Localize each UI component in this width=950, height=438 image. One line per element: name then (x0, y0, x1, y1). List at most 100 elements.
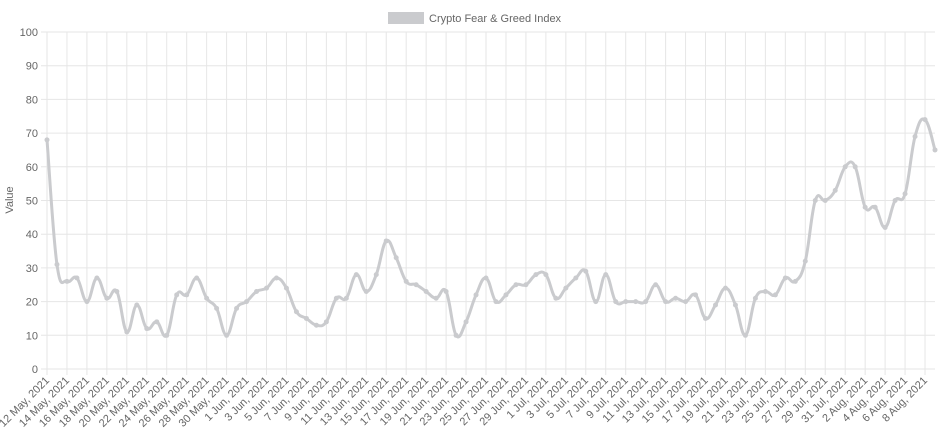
y-tick-label: 40 (26, 229, 38, 241)
data-point (313, 322, 319, 328)
data-point (563, 285, 569, 291)
data-point (74, 275, 80, 281)
data-point (443, 288, 449, 294)
data-point (433, 295, 439, 301)
y-tick-label: 100 (20, 27, 38, 39)
data-point (503, 292, 509, 298)
data-point (603, 272, 609, 278)
data-point (633, 299, 639, 305)
data-point (812, 198, 818, 203)
data-point (693, 292, 699, 298)
data-point (303, 315, 309, 321)
data-point (513, 282, 519, 288)
data-point (623, 299, 629, 305)
data-point (293, 309, 299, 315)
data-point (273, 275, 279, 281)
data-point (583, 268, 589, 274)
data-point (44, 137, 50, 143)
data-point (543, 272, 549, 278)
data-point (244, 299, 250, 305)
data-point (174, 292, 180, 298)
data-point (703, 315, 709, 321)
data-point (333, 295, 339, 301)
data-point (553, 295, 559, 301)
data-point (84, 299, 90, 305)
y-tick-label: 60 (26, 162, 38, 174)
data-point (742, 332, 748, 338)
data-point (343, 295, 349, 301)
data-point (663, 299, 669, 305)
data-point (802, 258, 808, 264)
y-tick-label: 80 (26, 94, 38, 106)
data-point (523, 282, 529, 288)
data-point (683, 299, 689, 305)
data-point (573, 275, 579, 281)
data-point (134, 302, 140, 308)
data-point (164, 332, 170, 338)
data-point (393, 255, 399, 261)
data-point (154, 319, 160, 325)
data-point (842, 164, 848, 170)
data-point (673, 295, 679, 301)
data-point (533, 272, 539, 278)
legend-swatch (388, 12, 424, 24)
data-point (383, 238, 389, 244)
data-point (473, 292, 479, 298)
data-point (902, 191, 908, 197)
y-tick-label: 50 (26, 196, 38, 208)
y-tick-label: 20 (26, 297, 38, 309)
data-point (194, 275, 200, 281)
data-point (64, 278, 70, 284)
data-point (54, 262, 60, 268)
data-point (732, 302, 738, 308)
data-point (323, 319, 329, 325)
data-point (892, 198, 898, 203)
series-line (45, 117, 937, 339)
data-point (722, 285, 728, 291)
data-point (363, 288, 369, 294)
data-point (114, 288, 120, 294)
legend-label: Crypto Fear & Greed Index (429, 13, 562, 25)
data-point (453, 332, 459, 338)
data-point (234, 305, 240, 311)
data-point (403, 278, 409, 284)
data-point (184, 292, 190, 298)
y-axis-title: Value (4, 186, 16, 213)
data-point (204, 295, 210, 301)
data-point (882, 224, 888, 230)
data-point (613, 299, 619, 305)
y-tick-label: 10 (26, 330, 38, 342)
data-point (912, 133, 918, 139)
data-point (832, 187, 838, 193)
data-point (353, 272, 359, 278)
data-point (922, 117, 928, 123)
y-tick-label: 90 (26, 61, 38, 73)
data-point (772, 292, 778, 298)
data-point (593, 299, 599, 305)
data-point (413, 282, 419, 288)
data-point (493, 299, 499, 305)
data-point (283, 285, 289, 291)
data-point (643, 299, 649, 305)
data-point (782, 275, 788, 281)
data-point (752, 295, 758, 301)
y-tick-label: 30 (26, 263, 38, 275)
data-point (423, 288, 429, 294)
data-point (124, 329, 130, 335)
data-point (264, 285, 270, 291)
data-point (483, 275, 489, 281)
data-point (653, 282, 659, 288)
data-point (104, 295, 110, 301)
data-point (214, 305, 220, 311)
data-point (144, 326, 150, 332)
data-point (224, 332, 230, 338)
data-point (932, 147, 938, 153)
y-tick-label: 0 (32, 364, 38, 376)
data-point (373, 272, 379, 278)
data-point (822, 198, 828, 203)
y-tick-label: 70 (26, 128, 38, 140)
data-point (712, 302, 718, 308)
data-point (792, 278, 798, 284)
